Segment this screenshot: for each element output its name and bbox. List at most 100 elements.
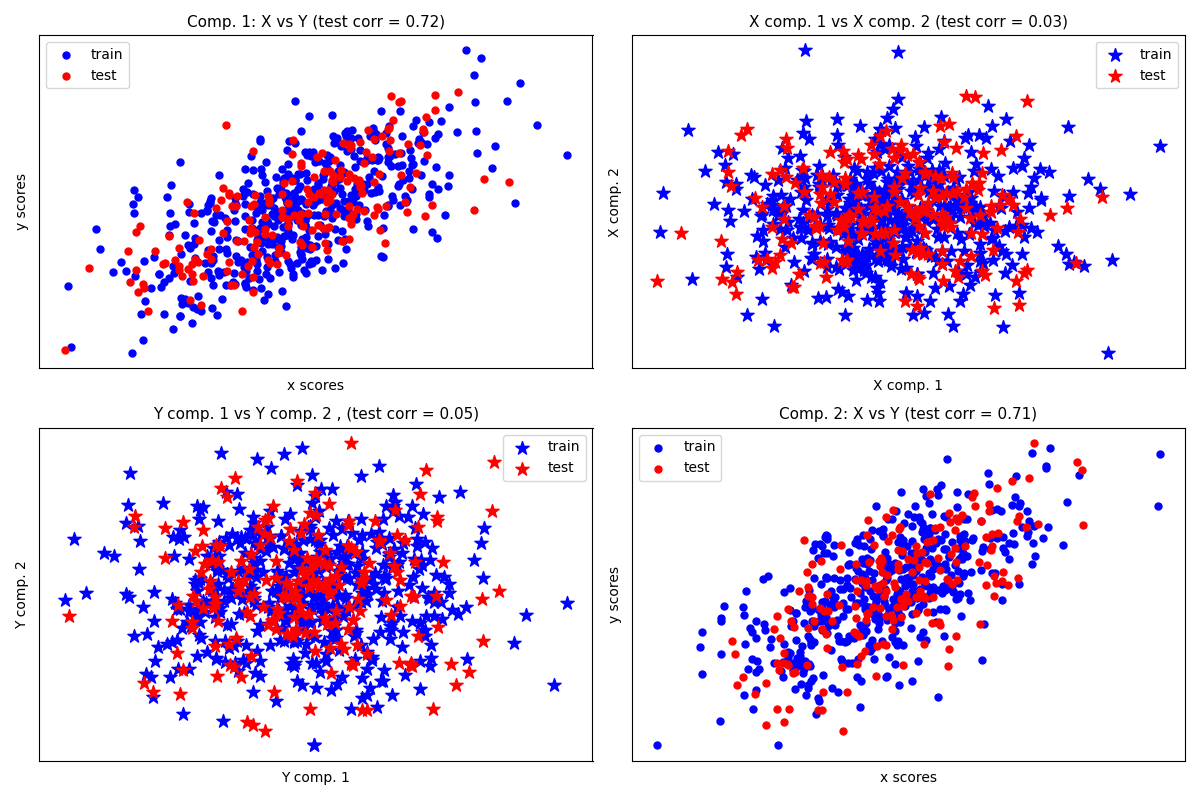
train <box>305 510 324 523</box>
test <box>275 176 294 189</box>
train <box>211 446 230 459</box>
train <box>278 194 298 207</box>
train <box>265 254 284 267</box>
train <box>259 601 278 614</box>
test <box>878 534 898 547</box>
train <box>180 274 199 287</box>
train <box>926 193 946 206</box>
train <box>805 538 824 551</box>
train <box>244 595 263 608</box>
train <box>146 654 166 667</box>
train <box>198 646 217 658</box>
train <box>764 190 784 202</box>
test <box>926 191 946 204</box>
train <box>768 738 787 751</box>
test <box>401 657 420 670</box>
test <box>932 208 952 221</box>
train <box>871 123 890 136</box>
test <box>983 540 1002 553</box>
train <box>869 287 888 300</box>
train <box>418 138 437 150</box>
train <box>750 263 769 276</box>
train <box>1013 521 1032 534</box>
train <box>840 172 859 185</box>
train <box>842 256 862 269</box>
train <box>746 631 766 644</box>
test <box>221 278 240 291</box>
train <box>278 211 298 224</box>
test <box>929 615 948 628</box>
test <box>304 574 323 586</box>
train <box>690 641 709 654</box>
train <box>242 149 262 162</box>
train <box>926 171 946 184</box>
train <box>937 453 956 466</box>
test <box>884 186 904 198</box>
train <box>840 245 859 258</box>
train <box>877 614 896 626</box>
train <box>187 302 206 315</box>
train <box>824 601 844 614</box>
test <box>287 592 306 605</box>
train <box>833 654 852 667</box>
test <box>1009 510 1028 522</box>
train <box>1057 495 1076 508</box>
train <box>328 601 347 614</box>
train <box>377 138 396 150</box>
train <box>929 231 948 244</box>
train <box>204 278 223 291</box>
test <box>929 551 948 564</box>
train <box>942 244 961 257</box>
train <box>906 211 925 224</box>
train <box>862 207 881 220</box>
train <box>170 155 190 168</box>
train <box>744 171 763 184</box>
train <box>908 290 928 302</box>
train <box>306 657 325 670</box>
test <box>770 248 790 261</box>
train <box>848 263 868 276</box>
train <box>914 574 934 586</box>
train <box>358 214 377 227</box>
test <box>893 545 912 558</box>
train <box>860 645 880 658</box>
train <box>258 530 277 543</box>
train <box>232 531 251 544</box>
train <box>277 195 296 208</box>
test <box>240 590 259 603</box>
train <box>917 490 936 502</box>
test <box>803 598 822 611</box>
test <box>838 211 857 224</box>
train <box>892 546 911 558</box>
train <box>283 608 302 621</box>
train <box>1039 166 1058 178</box>
test <box>931 618 950 631</box>
train <box>366 186 385 198</box>
train <box>349 186 368 198</box>
train <box>301 150 320 162</box>
train <box>715 158 734 171</box>
train <box>875 143 894 156</box>
train <box>967 158 986 170</box>
train <box>198 246 217 259</box>
train <box>929 562 948 574</box>
train <box>1006 490 1025 503</box>
train <box>845 195 864 208</box>
train <box>810 178 829 190</box>
train <box>235 277 254 290</box>
train <box>908 654 928 667</box>
train <box>336 130 355 142</box>
test <box>872 554 892 567</box>
test <box>244 719 263 732</box>
train <box>856 249 875 262</box>
train <box>230 586 250 598</box>
test <box>780 703 799 716</box>
test <box>882 529 901 542</box>
train <box>814 546 833 559</box>
test <box>187 594 206 607</box>
train <box>367 542 386 554</box>
train <box>892 262 911 275</box>
train <box>293 253 312 266</box>
train <box>364 121 383 134</box>
train <box>802 211 821 224</box>
